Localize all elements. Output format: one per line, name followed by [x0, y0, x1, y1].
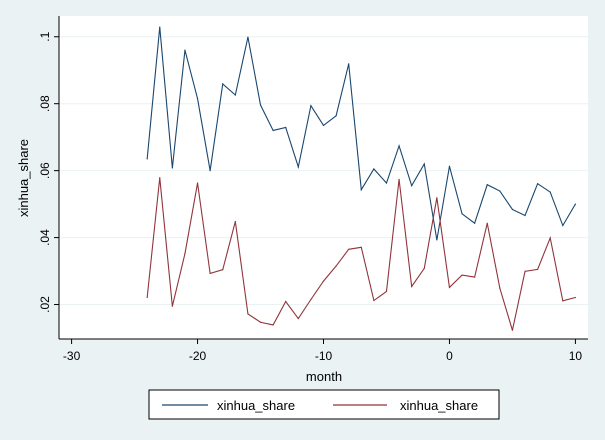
data-point-series-1	[511, 208, 514, 211]
data-point-series-1	[171, 167, 173, 169]
data-point-series-1	[272, 129, 274, 132]
data-point-series-2	[499, 287, 501, 289]
data-point-series-2	[209, 272, 211, 274]
data-point-series-2	[146, 296, 148, 299]
data-point-series-1	[335, 115, 337, 117]
y-tick-label: .1	[38, 31, 52, 41]
data-point-series-2	[562, 300, 564, 302]
y-tick-label: .08	[38, 95, 52, 112]
series-lines	[146, 26, 577, 331]
data-point-series-1	[285, 126, 287, 129]
data-point-series-1	[234, 94, 236, 96]
data-point-series-1	[398, 145, 400, 147]
data-point-series-1	[259, 104, 262, 106]
data-point-series-2	[285, 300, 287, 303]
x-tick-label: 0	[446, 349, 453, 363]
legend-label-series-2: xinhua_share	[400, 398, 478, 413]
data-point-series-1	[209, 170, 211, 172]
x-tick-label: -10	[315, 349, 333, 363]
data-point-series-2	[385, 290, 388, 293]
data-point-series-2	[461, 274, 463, 276]
legend-label-series-1: xinhua_share	[217, 398, 295, 413]
data-point-series-1	[524, 214, 526, 217]
data-point-series-2	[423, 267, 425, 269]
data-point-series-2	[222, 269, 224, 271]
x-tick-label: 10	[569, 349, 583, 363]
data-point-series-2	[574, 296, 577, 299]
y-axis-title: xinhua_share	[16, 139, 31, 217]
data-point-series-1	[159, 26, 161, 28]
data-point-series-1	[247, 36, 249, 38]
data-point-series-2	[411, 285, 413, 288]
data-point-series-1	[537, 183, 539, 185]
data-point-series-2	[259, 321, 262, 323]
legend: xinhua_share xinhua_share	[148, 389, 500, 420]
plot-background	[59, 16, 588, 339]
gridlines	[59, 36, 588, 306]
data-point-series-1	[423, 163, 425, 165]
data-point-series-1	[448, 165, 451, 167]
y-tick-label: .06	[38, 162, 52, 179]
data-point-series-1	[360, 189, 362, 191]
data-point-series-2	[247, 313, 249, 315]
data-point-series-1	[385, 182, 388, 184]
y-ticks: .02 .04 .06 .08 .1	[38, 31, 59, 313]
data-point-series-2	[310, 298, 312, 301]
data-point-series-1	[499, 190, 501, 192]
data-point-series-2	[549, 237, 551, 239]
data-point-series-1	[436, 239, 438, 241]
data-point-series-2	[537, 268, 539, 270]
data-point-series-2	[348, 248, 350, 250]
data-point-series-2	[171, 305, 173, 307]
y-tick-label: .02	[38, 296, 52, 313]
data-point-series-1	[297, 166, 299, 168]
data-point-series-2	[436, 197, 438, 199]
x-ticks: -30 -20 -10 0 10	[63, 339, 582, 363]
data-point-series-2	[184, 253, 186, 255]
data-point-series-2	[196, 182, 199, 184]
data-point-series-2	[335, 265, 337, 267]
data-point-series-1	[184, 49, 186, 51]
x-tick-label: -20	[189, 349, 207, 363]
data-point-series-2	[159, 177, 161, 179]
data-point-series-1	[348, 63, 350, 65]
data-point-series-2	[272, 324, 274, 326]
data-point-series-2	[448, 286, 451, 289]
data-point-series-1	[196, 98, 199, 100]
data-point-series-2	[398, 178, 400, 180]
data-point-series-2	[474, 276, 476, 278]
data-point-series-2	[322, 280, 325, 282]
data-point-series-1	[222, 83, 224, 85]
data-point-series-2	[234, 220, 236, 223]
data-point-series-1	[574, 203, 577, 205]
data-point-series-2	[297, 317, 299, 320]
data-point-series-1	[411, 185, 413, 187]
data-point-series-1	[549, 191, 551, 193]
data-point-series-2	[486, 222, 488, 224]
data-point-series-2	[360, 246, 362, 248]
data-point-series-1	[486, 184, 488, 186]
data-point-series-1	[310, 105, 312, 107]
data-point-series-1	[322, 124, 325, 127]
data-point-series-2	[373, 299, 375, 302]
data-point-series-1	[474, 222, 476, 224]
x-axis-title: month	[306, 369, 342, 384]
data-point-series-1	[373, 168, 375, 170]
y-tick-label: .04	[38, 229, 52, 246]
data-point-series-1	[146, 158, 148, 160]
data-point-series-1	[461, 213, 463, 215]
data-point-series-2	[524, 270, 526, 272]
data-point-series-1	[562, 224, 564, 227]
x-tick-label: -30	[63, 349, 81, 363]
data-point-series-2	[511, 329, 514, 331]
